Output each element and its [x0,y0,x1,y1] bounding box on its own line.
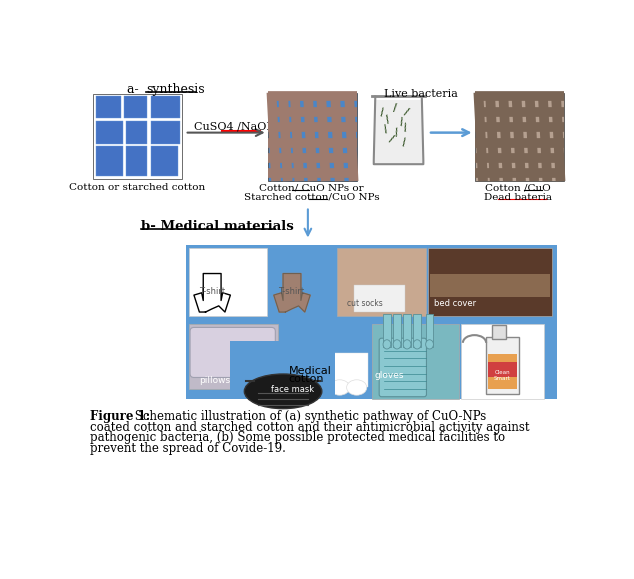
Bar [126,121,148,144]
Text: synthesis: synthesis [146,83,205,96]
Bar [425,314,434,347]
Bar [403,314,411,347]
Bar [96,146,124,176]
Text: T-shirt: T-shirt [198,287,225,296]
Text: CuSO4 /NaOH: CuSO4 /NaOH [194,122,276,132]
FancyBboxPatch shape [190,328,275,378]
Text: coated cotton and starched cotton and their antimicrobial activity against: coated cotton and starched cotton and th… [90,420,529,434]
Bar [486,336,519,394]
Text: a-: a- [127,83,147,96]
FancyBboxPatch shape [379,338,427,397]
Bar [269,248,335,316]
Text: prevent the spread of Covide-19.: prevent the spread of Covide-19. [90,442,286,455]
Ellipse shape [393,340,401,349]
Bar [150,146,178,176]
Text: Schematic illustration of (a) synthetic pathway of CuO-NPs: Schematic illustration of (a) synthetic … [131,410,486,423]
Text: Cotton/ CuO NPs or: Cotton/ CuO NPs or [259,184,364,192]
Bar [190,248,267,316]
Text: pillows: pillows [199,376,231,385]
Bar [93,94,183,179]
Text: \: \ [379,107,384,117]
Text: /: / [395,127,399,138]
Ellipse shape [425,340,434,349]
Bar [474,93,564,181]
Ellipse shape [330,380,350,395]
Bar [337,248,427,316]
Bar [283,353,368,387]
Text: /: / [392,102,399,113]
Ellipse shape [244,374,322,409]
Bar [372,324,459,399]
Text: Cotton /CuO: Cotton /CuO [485,184,551,192]
Bar [354,285,404,312]
Text: Starched cotton/CuO NPs: Starched cotton/CuO NPs [244,193,380,201]
Text: bed cover: bed cover [434,299,476,308]
Polygon shape [274,273,310,312]
Bar [96,97,121,118]
Ellipse shape [313,380,333,395]
Bar [428,248,552,316]
Text: /: / [403,107,410,117]
Bar [488,354,517,389]
Text: Figure 1:: Figure 1: [90,410,150,423]
Bar [268,93,357,181]
Text: /: / [389,134,394,144]
Bar [393,314,401,347]
Text: /: / [385,114,391,125]
Bar [186,245,557,399]
Ellipse shape [295,380,316,395]
Bar [190,324,278,389]
Text: Dead bateria: Dead bateria [484,193,552,201]
Text: Live bacteria: Live bacteria [384,89,458,99]
Text: \: \ [399,116,403,127]
Bar [126,146,148,176]
Bar [383,314,391,347]
Text: cotton: cotton [288,375,324,384]
Bar [281,324,370,389]
Bar [124,97,148,118]
Bar [374,100,424,164]
Ellipse shape [278,380,299,395]
Text: gloves: gloves [375,371,404,380]
Bar [96,121,124,144]
Text: \: \ [402,122,408,133]
Bar [488,362,517,378]
Bar [460,324,544,399]
Bar [150,121,180,144]
Ellipse shape [413,340,421,349]
Text: Clean
Smart: Clean Smart [494,370,511,380]
Bar [230,341,335,399]
Text: T-shirt: T-shirt [278,287,305,296]
Bar [413,314,421,347]
Bar [150,97,180,118]
Ellipse shape [383,340,391,349]
Ellipse shape [403,340,411,349]
Text: \: \ [400,137,406,148]
Text: Cotton or starched cotton: Cotton or starched cotton [69,184,205,192]
Text: Medical: Medical [288,366,332,376]
Text: pathogenic bacteria, (b) Some possible protected medical facilities to: pathogenic bacteria, (b) Some possible p… [90,431,505,444]
Text: cut socks: cut socks [347,299,382,308]
Text: face mask: face mask [271,385,314,394]
Ellipse shape [347,380,367,395]
Bar [493,325,507,339]
Text: \: \ [382,124,389,135]
Bar [430,274,550,298]
Text: b- Medical materials: b- Medical materials [141,219,294,233]
